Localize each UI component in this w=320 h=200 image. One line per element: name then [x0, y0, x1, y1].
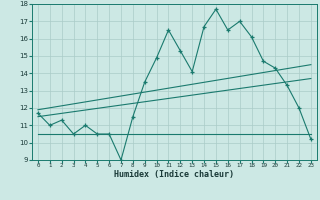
X-axis label: Humidex (Indice chaleur): Humidex (Indice chaleur): [115, 170, 234, 179]
